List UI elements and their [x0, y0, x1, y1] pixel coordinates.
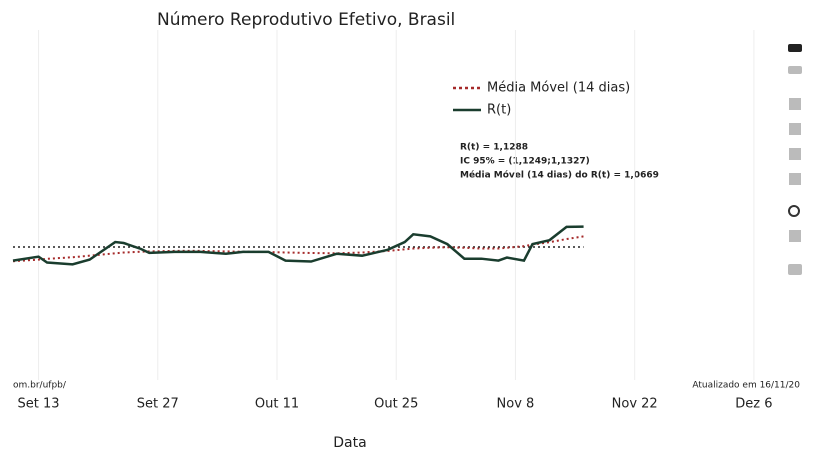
tool-zoom-in[interactable]: [789, 98, 801, 110]
annotation: IC 95% = (1,1249;1,1327): [460, 157, 590, 167]
x-tick-label: Dez 6: [735, 397, 772, 412]
series-line: [12, 225, 584, 266]
x-tick-label: Out 25: [374, 397, 418, 412]
x-tick-label: Nov 22: [612, 397, 658, 412]
tool-move[interactable]: [789, 230, 801, 242]
toolbar: [788, 44, 802, 275]
x-axis-label: Data: [333, 435, 366, 451]
x-tick-label: Out 11: [255, 397, 299, 412]
chart-title: Número Reprodutivo Efetivo, Brasil: [157, 10, 455, 30]
legend-label: Média Móvel (14 dias): [487, 81, 630, 96]
source: om.br/ufpb/: [13, 381, 67, 391]
annotation: R(t) = 1,1288: [460, 143, 528, 153]
annotation: Média Móvel (14 dias) do R(t) = 1,0669: [460, 170, 659, 181]
tool-reset[interactable]: [789, 173, 801, 185]
x-tick-label: Set 27: [137, 397, 179, 412]
updated: Atualizado em 16/11/20: [692, 381, 800, 391]
tool-camera[interactable]: [788, 44, 802, 52]
tool-zoom-out[interactable]: [789, 123, 801, 135]
tool-pan[interactable]: [788, 66, 802, 74]
tool-autoscale[interactable]: [789, 148, 801, 160]
tool-zoom[interactable]: [788, 205, 800, 217]
x-tick-label: Nov 8: [497, 397, 535, 412]
tool-download[interactable]: [788, 264, 802, 275]
legend-label: R(t): [487, 103, 511, 118]
series-line: [12, 235, 584, 263]
x-tick-label: Set 13: [18, 397, 60, 412]
